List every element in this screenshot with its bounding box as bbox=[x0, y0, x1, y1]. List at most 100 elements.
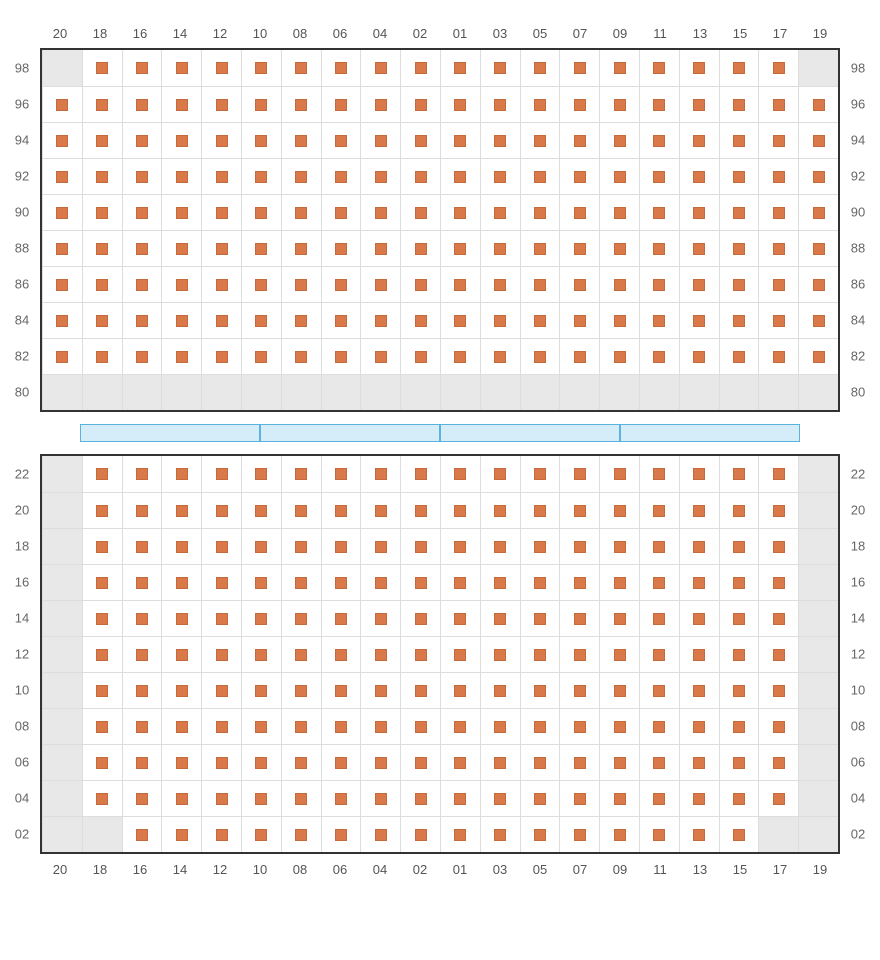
seat-cell[interactable] bbox=[798, 86, 838, 122]
seat-cell[interactable] bbox=[559, 780, 599, 816]
seat-cell[interactable] bbox=[241, 564, 281, 600]
seat-cell[interactable] bbox=[559, 636, 599, 672]
seat-cell[interactable] bbox=[42, 158, 82, 194]
seat-cell[interactable] bbox=[321, 266, 361, 302]
seat-cell[interactable] bbox=[42, 230, 82, 266]
seat-cell[interactable] bbox=[559, 194, 599, 230]
seat-cell[interactable] bbox=[480, 158, 520, 194]
seat-cell[interactable] bbox=[42, 86, 82, 122]
seat-cell[interactable] bbox=[122, 302, 162, 338]
seat-cell[interactable] bbox=[400, 744, 440, 780]
seat-cell[interactable] bbox=[758, 672, 798, 708]
seat-cell[interactable] bbox=[360, 50, 400, 86]
seat-cell[interactable] bbox=[758, 636, 798, 672]
seat-cell[interactable] bbox=[679, 456, 719, 492]
seat-cell[interactable] bbox=[520, 266, 560, 302]
seat-cell[interactable] bbox=[758, 50, 798, 86]
seat-cell[interactable] bbox=[758, 528, 798, 564]
seat-cell[interactable] bbox=[758, 302, 798, 338]
seat-cell[interactable] bbox=[599, 564, 639, 600]
seat-cell[interactable] bbox=[281, 600, 321, 636]
seat-cell[interactable] bbox=[321, 492, 361, 528]
seat-cell[interactable] bbox=[321, 158, 361, 194]
seat-cell[interactable] bbox=[639, 86, 679, 122]
seat-cell[interactable] bbox=[241, 302, 281, 338]
seat-cell[interactable] bbox=[639, 230, 679, 266]
seat-cell[interactable] bbox=[241, 816, 281, 852]
seat-cell[interactable] bbox=[679, 266, 719, 302]
seat-cell[interactable] bbox=[440, 780, 480, 816]
seat-cell[interactable] bbox=[360, 122, 400, 158]
seat-cell[interactable] bbox=[241, 50, 281, 86]
seat-cell[interactable] bbox=[440, 230, 480, 266]
seat-cell[interactable] bbox=[639, 708, 679, 744]
seat-cell[interactable] bbox=[82, 122, 122, 158]
seat-cell[interactable] bbox=[201, 672, 241, 708]
seat-cell[interactable] bbox=[440, 86, 480, 122]
seat-cell[interactable] bbox=[758, 456, 798, 492]
seat-cell[interactable] bbox=[321, 636, 361, 672]
seat-cell[interactable] bbox=[281, 194, 321, 230]
seat-cell[interactable] bbox=[639, 158, 679, 194]
seat-cell[interactable] bbox=[321, 50, 361, 86]
seat-cell[interactable] bbox=[758, 86, 798, 122]
seat-cell[interactable] bbox=[440, 600, 480, 636]
seat-cell[interactable] bbox=[201, 50, 241, 86]
seat-cell[interactable] bbox=[758, 564, 798, 600]
seat-cell[interactable] bbox=[599, 302, 639, 338]
seat-cell[interactable] bbox=[161, 780, 201, 816]
seat-cell[interactable] bbox=[520, 600, 560, 636]
seat-cell[interactable] bbox=[281, 492, 321, 528]
seat-cell[interactable] bbox=[599, 158, 639, 194]
seat-cell[interactable] bbox=[599, 636, 639, 672]
seat-cell[interactable] bbox=[360, 708, 400, 744]
seat-cell[interactable] bbox=[440, 50, 480, 86]
seat-cell[interactable] bbox=[719, 86, 759, 122]
seat-cell[interactable] bbox=[122, 230, 162, 266]
seat-cell[interactable] bbox=[559, 744, 599, 780]
seat-cell[interactable] bbox=[480, 230, 520, 266]
seat-cell[interactable] bbox=[321, 230, 361, 266]
seat-cell[interactable] bbox=[42, 194, 82, 230]
seat-cell[interactable] bbox=[480, 564, 520, 600]
seat-cell[interactable] bbox=[679, 158, 719, 194]
seat-cell[interactable] bbox=[520, 230, 560, 266]
seat-cell[interactable] bbox=[679, 528, 719, 564]
seat-cell[interactable] bbox=[520, 86, 560, 122]
seat-cell[interactable] bbox=[82, 266, 122, 302]
seat-cell[interactable] bbox=[201, 492, 241, 528]
seat-cell[interactable] bbox=[241, 492, 281, 528]
seat-cell[interactable] bbox=[679, 600, 719, 636]
seat-cell[interactable] bbox=[400, 528, 440, 564]
seat-cell[interactable] bbox=[161, 230, 201, 266]
seat-cell[interactable] bbox=[639, 302, 679, 338]
seat-cell[interactable] bbox=[719, 672, 759, 708]
seat-cell[interactable] bbox=[440, 302, 480, 338]
seat-cell[interactable] bbox=[281, 158, 321, 194]
seat-cell[interactable] bbox=[599, 492, 639, 528]
seat-cell[interactable] bbox=[281, 122, 321, 158]
seat-cell[interactable] bbox=[599, 744, 639, 780]
seat-cell[interactable] bbox=[480, 50, 520, 86]
seat-cell[interactable] bbox=[520, 744, 560, 780]
seat-cell[interactable] bbox=[679, 672, 719, 708]
seat-cell[interactable] bbox=[559, 338, 599, 374]
seat-cell[interactable] bbox=[480, 744, 520, 780]
seat-cell[interactable] bbox=[520, 302, 560, 338]
seat-cell[interactable] bbox=[122, 338, 162, 374]
seat-cell[interactable] bbox=[321, 708, 361, 744]
seat-cell[interactable] bbox=[281, 744, 321, 780]
seat-cell[interactable] bbox=[241, 456, 281, 492]
seat-cell[interactable] bbox=[480, 528, 520, 564]
seat-cell[interactable] bbox=[440, 816, 480, 852]
seat-cell[interactable] bbox=[122, 816, 162, 852]
seat-cell[interactable] bbox=[241, 528, 281, 564]
seat-cell[interactable] bbox=[122, 122, 162, 158]
seat-cell[interactable] bbox=[599, 780, 639, 816]
seat-cell[interactable] bbox=[281, 456, 321, 492]
seat-cell[interactable] bbox=[679, 122, 719, 158]
seat-cell[interactable] bbox=[719, 492, 759, 528]
seat-cell[interactable] bbox=[480, 302, 520, 338]
seat-cell[interactable] bbox=[400, 230, 440, 266]
seat-cell[interactable] bbox=[599, 708, 639, 744]
